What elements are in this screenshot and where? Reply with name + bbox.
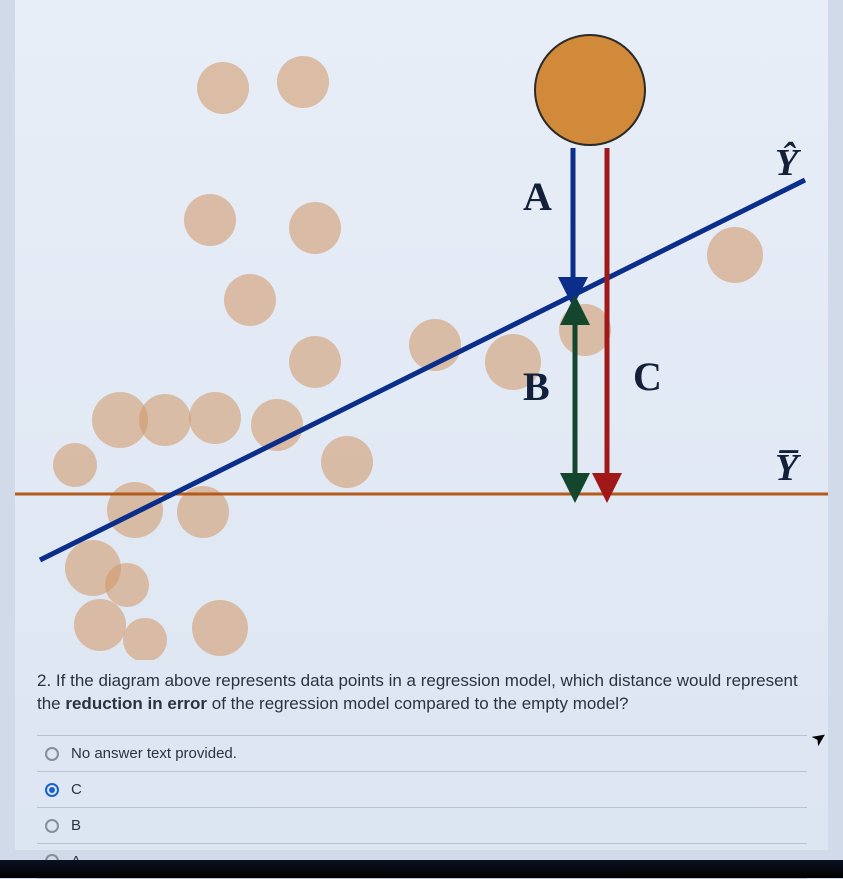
radio-icon[interactable]	[45, 747, 59, 761]
option-label: C	[71, 781, 82, 798]
page-container: A B C Ŷ Y̅ 2. If the diagram above represent…	[15, 0, 828, 850]
radio-icon[interactable]	[45, 819, 59, 833]
answer-option[interactable]: No answer text provided.	[37, 735, 807, 771]
question-post: of the regression model compared to the …	[212, 694, 629, 713]
radio-icon[interactable]	[45, 783, 59, 797]
question-bold: reduction in error	[65, 694, 207, 713]
bottom-shadow	[0, 860, 843, 878]
answer-options: No answer text provided.CBA	[37, 735, 807, 879]
question-number: 2.	[37, 671, 51, 690]
answer-option[interactable]: B	[37, 807, 807, 843]
svg-text:Y̅: Y̅	[775, 447, 802, 489]
mouse-cursor: ➤	[807, 726, 831, 752]
regression-diagram: A B C Ŷ Y̅	[15, 0, 828, 660]
svg-text:A: A	[523, 174, 552, 219]
svg-text:Ŷ: Ŷ	[775, 142, 802, 184]
answer-option[interactable]: C	[37, 771, 807, 807]
svg-text:B: B	[523, 364, 550, 409]
question-text: 2. If the diagram above represents data …	[37, 670, 807, 716]
svg-text:C: C	[633, 354, 662, 399]
option-label: B	[71, 817, 81, 834]
option-label: No answer text provided.	[71, 745, 237, 762]
